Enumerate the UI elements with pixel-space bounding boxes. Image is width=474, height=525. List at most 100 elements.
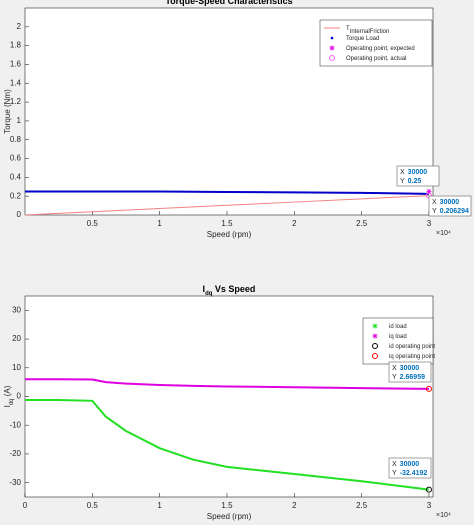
x-axis-label: Speed (rpm) bbox=[207, 230, 252, 239]
datatip-y-value: 0.206294 bbox=[440, 208, 469, 215]
x-tick-label: 3 bbox=[427, 501, 432, 510]
y-axis-label: Torque (Nm) bbox=[3, 89, 12, 134]
y-tick-label: 1.4 bbox=[10, 78, 22, 87]
legend-swatch bbox=[372, 323, 378, 329]
datatip-y-label: Y bbox=[392, 374, 397, 381]
x-tick-label: 1.5 bbox=[221, 501, 233, 510]
operating-point bbox=[425, 385, 432, 392]
x-tick-label: 2 bbox=[292, 219, 297, 228]
datatip-y-label: Y bbox=[392, 470, 397, 477]
datatip bbox=[388, 361, 432, 383]
legend-label: id load bbox=[389, 324, 407, 330]
y-tick-label: 0 bbox=[17, 392, 22, 401]
datatip-x: X 30000 bbox=[392, 365, 419, 372]
legend-swatch bbox=[330, 36, 334, 40]
datatip-y: Y 0.25 bbox=[400, 178, 421, 185]
x-tick-label: 1 bbox=[157, 219, 162, 228]
legend-label: id operating point bbox=[389, 344, 435, 350]
x-tick-label: 0 bbox=[23, 501, 28, 510]
x-multiplier: ×10⁴ bbox=[436, 230, 451, 237]
legend-label: iq operating point bbox=[389, 354, 435, 360]
x-tick-label: 2.5 bbox=[356, 219, 368, 228]
y-tick-label: 0.6 bbox=[10, 154, 22, 163]
x-tick-label: 1.5 bbox=[221, 219, 233, 228]
legend-label: iq load bbox=[389, 334, 407, 340]
datatip-x-value: 30000 bbox=[440, 199, 460, 206]
y-tick-label: 1.6 bbox=[10, 60, 22, 69]
chart-title-part: Vs Speed bbox=[212, 284, 255, 294]
y-axis-label-part: I bbox=[3, 405, 12, 407]
y-axis-label-part: (A) bbox=[3, 385, 12, 398]
x-tick-label: 0.5 bbox=[87, 501, 99, 510]
legend-label: Operating point, actual bbox=[346, 56, 406, 62]
datatip-y-value: 0.25 bbox=[408, 178, 422, 185]
legend-label: Torque Load bbox=[346, 36, 379, 42]
legend-label-part: id operating point bbox=[389, 344, 435, 350]
x-axis-label: Speed (rpm) bbox=[207, 512, 252, 521]
x-tick-label: 2.5 bbox=[356, 501, 368, 510]
legend-label-part: Operating point, expected bbox=[346, 46, 415, 52]
datatip bbox=[388, 457, 432, 479]
chart-title-part: dq bbox=[205, 291, 213, 297]
y-tick-label: 2 bbox=[17, 22, 22, 31]
datatip-y: Y -32.4192 bbox=[392, 470, 427, 477]
datatip-y-value: -32.4192 bbox=[400, 470, 428, 477]
y-axis-label-part: Torque (Nm) bbox=[3, 89, 12, 134]
x-tick-label: 0.5 bbox=[87, 219, 99, 228]
y-tick-label: 1.8 bbox=[10, 41, 22, 50]
y-axis-label: Idq (A) bbox=[3, 385, 14, 407]
y-tick-label: 10 bbox=[12, 363, 21, 372]
legend-label-part: T bbox=[346, 26, 350, 32]
y-tick-label: -20 bbox=[9, 449, 21, 458]
chart-title-part: I bbox=[203, 284, 206, 294]
x-multiplier: ×10⁴ bbox=[436, 512, 451, 519]
datatip-x: X 30000 bbox=[432, 199, 459, 206]
y-tick-label: 30 bbox=[12, 305, 21, 314]
x-tick-label: 1 bbox=[157, 501, 162, 510]
y-tick-label: -10 bbox=[9, 420, 21, 429]
datatip bbox=[396, 165, 440, 187]
y-tick-label: 1.2 bbox=[10, 97, 22, 106]
legend-label-part: iq load bbox=[389, 334, 407, 340]
y-tick-label: 20 bbox=[12, 334, 21, 343]
legend-swatch bbox=[372, 353, 378, 359]
datatip-x-label: X bbox=[392, 461, 397, 468]
legend-label-part: Operating point, actual bbox=[346, 56, 406, 62]
legend-label: TInternalFriction bbox=[346, 26, 389, 35]
datatip-x-value: 30000 bbox=[408, 169, 428, 176]
series-line bbox=[25, 378, 429, 390]
legend-swatch bbox=[329, 55, 335, 61]
operating-point bbox=[426, 188, 432, 194]
datatip-y-label: Y bbox=[432, 208, 437, 215]
datatip bbox=[428, 195, 472, 217]
x-tick-label: 3 bbox=[427, 219, 432, 228]
datatip-x-label: X bbox=[392, 365, 397, 372]
chart-title: Torque-Speed Characteristics bbox=[165, 0, 292, 6]
series-line bbox=[24, 195, 429, 216]
y-tick-label: 0.2 bbox=[10, 191, 22, 200]
legend-label-part: iq operating point bbox=[389, 354, 435, 360]
legend-label-part: Torque Load bbox=[346, 36, 379, 42]
datatip-x-value: 30000 bbox=[400, 461, 420, 468]
y-axis-label-part: dq bbox=[9, 398, 15, 405]
legend-swatch bbox=[372, 343, 378, 349]
legend-swatch bbox=[372, 333, 378, 339]
y-tick-label: -30 bbox=[9, 478, 21, 487]
datatip-x: X 30000 bbox=[400, 169, 427, 176]
datatip-y: Y 2.66959 bbox=[392, 374, 425, 381]
series-line bbox=[25, 190, 429, 195]
legend-label: Operating point, expected bbox=[346, 46, 415, 52]
datatip-x: X 30000 bbox=[392, 461, 419, 468]
operating-point bbox=[425, 486, 432, 493]
y-tick-label: 0.8 bbox=[10, 135, 22, 144]
datatip-y: Y 0.206294 bbox=[432, 208, 469, 215]
datatip-x-value: 30000 bbox=[400, 365, 420, 372]
datatip-y-label: Y bbox=[400, 178, 405, 185]
chart-title: Idq Vs Speed bbox=[203, 284, 256, 296]
datatip-x-label: X bbox=[432, 199, 437, 206]
legend-label-part: InternalFriction bbox=[350, 29, 390, 35]
datatip-x-label: X bbox=[400, 169, 405, 176]
legend-swatch bbox=[329, 45, 335, 51]
